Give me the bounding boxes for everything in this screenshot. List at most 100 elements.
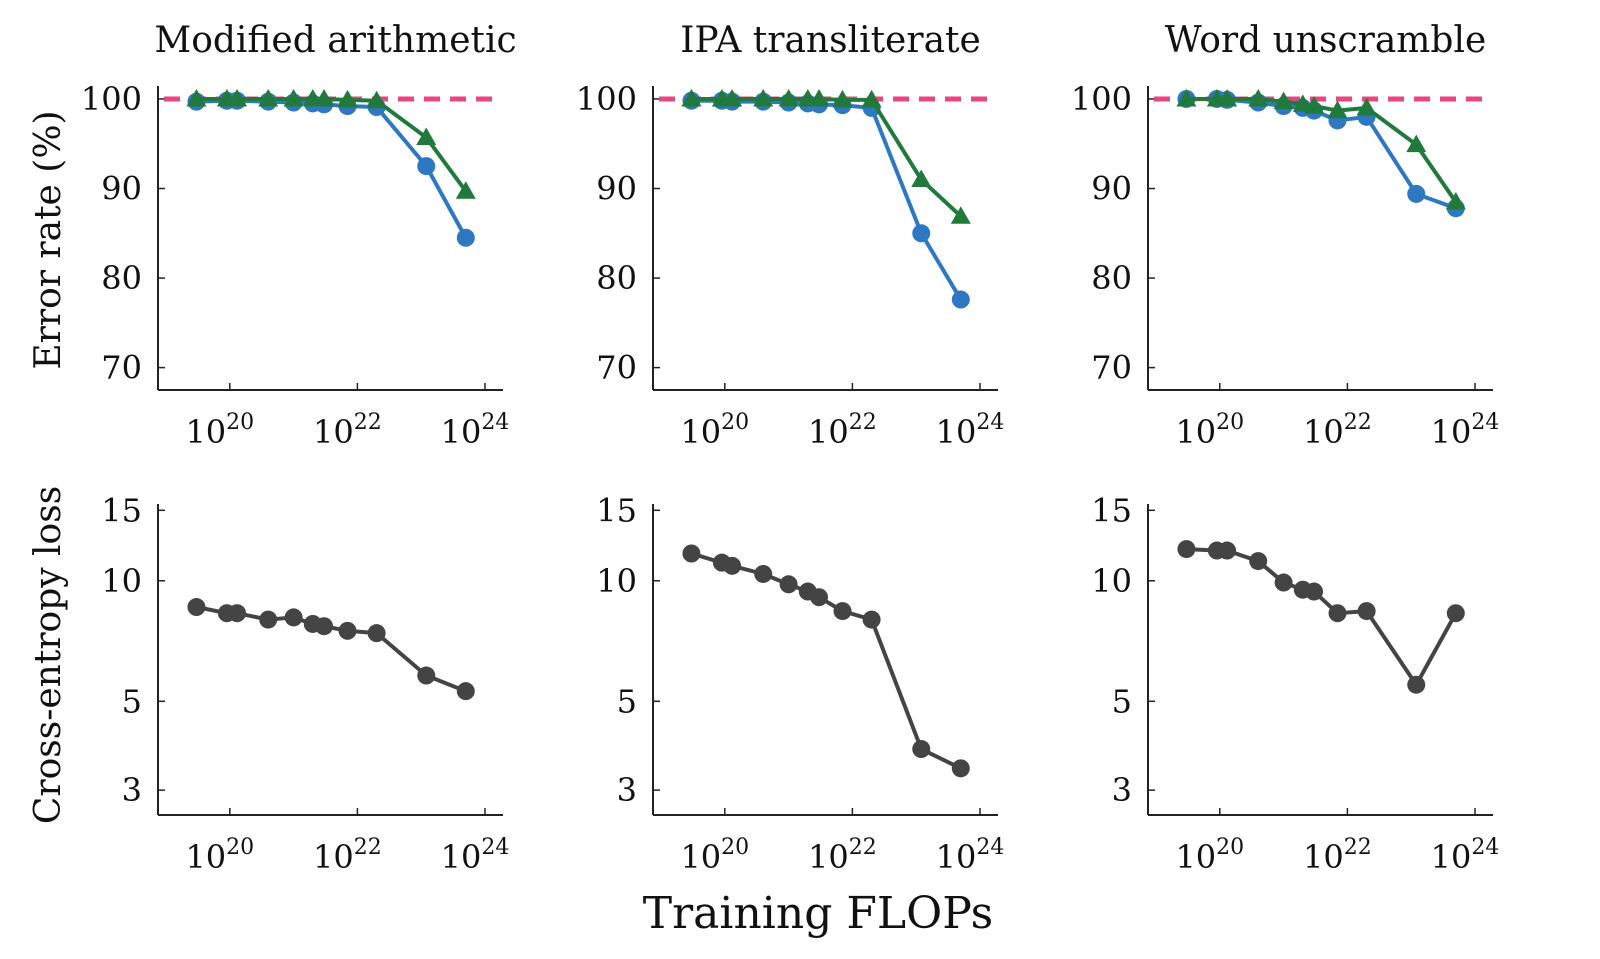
panel-5: 3 5 10 15 1020 1022 1024: [596, 491, 1004, 876]
x-tick-label: 1022: [808, 410, 877, 451]
data-point-circle: [338, 621, 357, 640]
x-tick-label: 1020: [680, 835, 749, 876]
y-tick-label: 15: [1091, 491, 1132, 529]
panel-1: Modified arithmetic 70 80 90 100 1020 1022 1024: [81, 20, 517, 451]
data-point-circle: [1328, 604, 1347, 623]
data-point-circle: [1357, 602, 1376, 621]
y-tick-label: 3: [1112, 771, 1132, 809]
panel-4: 3 5 10 15 1020 1022 1024: [101, 491, 509, 876]
data-point-triangle: [1445, 191, 1466, 210]
y-tick-label: 100: [1071, 80, 1132, 118]
data-point-triangle: [1273, 91, 1294, 110]
x-tick-label: 1022: [808, 835, 877, 876]
y-tick-label: 80: [1091, 259, 1132, 297]
data-point-circle: [833, 602, 852, 621]
data-point-circle: [862, 610, 881, 629]
y-tick-label: 15: [101, 491, 142, 529]
x-tick-label: 1020: [1175, 410, 1244, 451]
data-point-triangle: [258, 88, 279, 107]
y-tick-label: 70: [1091, 349, 1132, 387]
panels-group: Modified arithmetic 70 80 90 100 1020 1022 1024…: [81, 20, 1499, 876]
data-point-circle: [1407, 675, 1426, 694]
y-tick-label: 100: [576, 80, 637, 118]
data-point-triangle: [337, 89, 358, 108]
panel-title: Modified arithmetic: [154, 20, 516, 61]
data-point-circle: [1305, 582, 1324, 601]
x-tick-label: 1024: [441, 410, 510, 451]
x-tick-label: 1020: [185, 410, 254, 451]
data-point-circle: [779, 575, 798, 594]
data-point-triangle: [366, 90, 387, 109]
data-point-circle: [951, 290, 970, 309]
series-line-2: [196, 96, 468, 193]
y-tick-label: 90: [596, 170, 637, 208]
data-point-circle: [456, 682, 475, 701]
data-point-triangle: [416, 127, 437, 145]
data-point-circle: [951, 759, 970, 778]
data-point-triangle: [1356, 97, 1377, 116]
data-point-triangle: [283, 88, 304, 107]
panel-2: IPA transliterate 70 80 90 100 1020 1022 1024: [576, 20, 1004, 451]
data-point-triangle: [681, 88, 702, 107]
data-point-circle: [723, 556, 742, 575]
series-line-1: [690, 551, 962, 771]
data-point-triangle: [314, 88, 335, 107]
data-point-triangle: [861, 89, 882, 108]
y-tick-label: 10: [101, 562, 142, 600]
y-tick-label: 80: [101, 259, 142, 297]
y-axis-label-cross-entropy: Cross-entropy loss: [28, 486, 69, 824]
x-tick-label: 1024: [1431, 835, 1500, 876]
data-point-circle: [1218, 541, 1237, 560]
y-tick-label: 5: [1112, 682, 1132, 720]
panel-title: IPA transliterate: [680, 20, 981, 61]
data-point-triangle: [911, 169, 932, 188]
data-point-circle: [284, 608, 303, 627]
data-point-circle: [417, 666, 436, 685]
data-point-circle: [912, 224, 931, 243]
data-point-circle: [1446, 604, 1465, 623]
x-tick-label: 1024: [936, 835, 1005, 876]
data-point-circle: [754, 564, 773, 583]
x-tick-label: 1024: [441, 835, 510, 876]
data-point-triangle: [950, 206, 971, 224]
data-point-triangle: [227, 88, 248, 107]
x-axis-label-training-flops: Training FLOPs: [643, 888, 993, 939]
x-tick-label: 1020: [680, 410, 749, 451]
x-tick-label: 1024: [936, 410, 1005, 451]
data-point-triangle: [778, 88, 799, 107]
series-line-2: [691, 96, 963, 218]
y-tick-label: 15: [596, 491, 637, 529]
x-tick-label: 1020: [1175, 835, 1244, 876]
x-tick-label: 1022: [313, 410, 382, 451]
y-tick-label: 3: [617, 771, 637, 809]
data-point-circle: [912, 740, 931, 759]
data-point-circle: [315, 617, 334, 636]
data-point-circle: [228, 604, 247, 623]
data-point-triangle: [832, 89, 853, 108]
y-axis-label-error-rate: Error rate (%): [28, 110, 69, 369]
data-point-circle: [1249, 552, 1268, 571]
x-tick-label: 1024: [1431, 410, 1500, 451]
y-tick-label: 90: [101, 170, 142, 208]
data-point-circle: [1177, 540, 1196, 559]
x-tick-label: 1022: [1303, 835, 1372, 876]
y-tick-label: 90: [1091, 170, 1132, 208]
data-point-triangle: [186, 88, 207, 107]
data-point-circle: [1407, 184, 1426, 203]
data-point-circle: [1274, 573, 1293, 592]
data-point-triangle: [455, 181, 476, 199]
series-line-1: [1186, 547, 1458, 687]
panel-title: Word unscramble: [1165, 20, 1487, 61]
data-point-circle: [367, 624, 386, 643]
x-tick-label: 1022: [313, 835, 382, 876]
panel-3: Word unscramble 70 80 90 100 1020 1022 1024: [1071, 20, 1499, 451]
data-point-triangle: [1304, 96, 1325, 114]
data-point-triangle: [1176, 88, 1197, 107]
x-tick-label: 1020: [185, 835, 254, 876]
data-point-triangle: [1327, 100, 1348, 119]
y-tick-label: 70: [101, 349, 142, 387]
data-point-triangle: [753, 88, 774, 107]
data-point-circle: [187, 598, 206, 617]
y-tick-label: 70: [596, 349, 637, 387]
